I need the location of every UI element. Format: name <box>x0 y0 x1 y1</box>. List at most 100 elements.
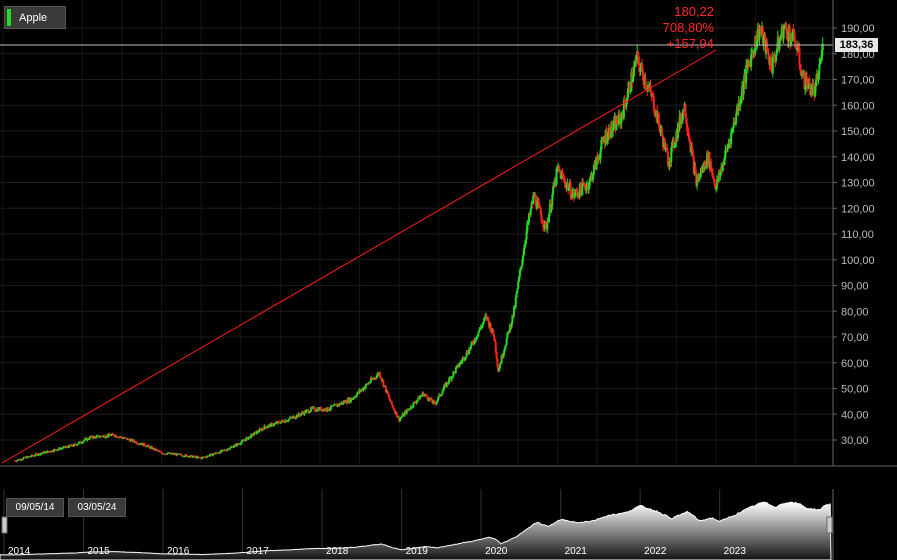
candle-body <box>726 144 729 150</box>
candle-body <box>500 355 503 364</box>
candle-body <box>196 456 199 458</box>
candle-body <box>388 395 391 399</box>
candle-body <box>54 449 57 451</box>
candle-body <box>452 371 455 377</box>
candle-body <box>154 448 157 451</box>
candle-body <box>546 221 549 230</box>
candle-body <box>815 79 818 87</box>
candle-body <box>538 201 541 206</box>
candle-body <box>281 420 284 422</box>
y-tick-label: 50,00 <box>841 384 869 396</box>
candle-body <box>513 307 516 317</box>
candle-body <box>79 441 82 443</box>
candle-body <box>504 344 507 348</box>
navigator-right-handle[interactable] <box>826 516 833 534</box>
candle-body <box>629 90 632 92</box>
candle-body <box>454 367 457 373</box>
candle-body <box>573 193 576 198</box>
candle-body <box>258 428 261 432</box>
candle-body <box>241 440 244 443</box>
candle-body <box>653 110 656 115</box>
candle-body <box>710 162 713 171</box>
candle-body <box>461 358 464 362</box>
candle-body <box>405 409 408 414</box>
candle-body <box>165 454 168 456</box>
candle-body <box>205 457 208 459</box>
candle-body <box>430 398 433 402</box>
candle-body <box>623 100 626 105</box>
candle-body <box>374 377 377 379</box>
candle-body <box>33 455 36 457</box>
candle-body <box>121 437 124 439</box>
candle-body <box>515 292 518 298</box>
candle-body <box>527 222 530 224</box>
candle-body <box>460 361 463 363</box>
candle-body <box>588 178 591 186</box>
candle-body <box>576 191 579 196</box>
candle-body <box>556 168 559 170</box>
candle-body <box>105 437 108 439</box>
candle-body <box>558 170 561 172</box>
candle-body <box>782 27 785 39</box>
candle-body <box>83 438 86 441</box>
candle-body <box>300 413 303 416</box>
candle-body <box>611 122 614 132</box>
candle-body <box>692 156 695 173</box>
candle-body <box>186 454 189 457</box>
candle-body <box>239 444 242 446</box>
candle-body <box>518 270 521 277</box>
candle-body <box>775 48 778 55</box>
candle-body <box>767 53 770 61</box>
candle-body <box>368 383 371 385</box>
legend-apple[interactable]: Apple <box>4 6 66 29</box>
range-from-date[interactable]: 09/05/14 <box>6 498 64 517</box>
candle-body <box>685 117 688 124</box>
y-tick-label: 30,00 <box>841 435 869 447</box>
candle-body <box>309 411 312 413</box>
candle-body <box>419 395 422 397</box>
navigator-year-label: 2016 <box>167 546 190 557</box>
candle-body <box>286 420 289 422</box>
candle-body <box>520 265 523 268</box>
price-chart[interactable]: 30,00 40,00 50,00 60,00 70,00 80,00 90,00 100,0… <box>0 0 897 470</box>
candle-body <box>650 91 653 97</box>
candle-body <box>723 158 726 166</box>
candle-body <box>127 438 130 440</box>
measure-percent: 708,80% <box>662 20 714 35</box>
candle-body <box>652 96 655 111</box>
candle-body <box>783 26 786 28</box>
candle-body <box>15 460 18 462</box>
candle-body <box>514 297 517 308</box>
candle-body <box>523 247 526 255</box>
candle-body <box>466 351 469 354</box>
range-to-date[interactable]: 03/05/24 <box>68 498 126 517</box>
candle-body <box>66 446 69 448</box>
candle-body <box>511 314 514 323</box>
candle-body <box>730 131 733 144</box>
candle-body <box>129 439 132 442</box>
candle-body <box>478 327 481 331</box>
candle-body <box>513 307 516 309</box>
candle-body <box>81 442 84 444</box>
candle-body <box>410 405 413 408</box>
candle-body <box>307 409 310 413</box>
candle-body <box>598 158 601 160</box>
candle-body <box>440 394 443 396</box>
candle-body <box>359 390 362 392</box>
candle-body <box>164 453 167 455</box>
candle-body <box>206 456 209 458</box>
candle-body <box>726 148 729 150</box>
navigator-left-handle[interactable] <box>1 516 8 534</box>
candle-body <box>209 453 212 456</box>
candle-body <box>89 436 92 438</box>
candle-body <box>95 435 98 438</box>
trend-line[interactable] <box>1 49 717 464</box>
candle-body <box>734 122 737 124</box>
candle-body <box>201 457 204 459</box>
candle-body <box>506 332 509 339</box>
candle-body <box>455 365 458 368</box>
candle-body <box>804 87 807 90</box>
candle-body <box>637 56 640 66</box>
navigator-chart[interactable]: 2014 2015 2016 2017 2018 2019 2020 2021 2022 2023 <box>0 489 897 560</box>
candle-body <box>72 444 75 447</box>
